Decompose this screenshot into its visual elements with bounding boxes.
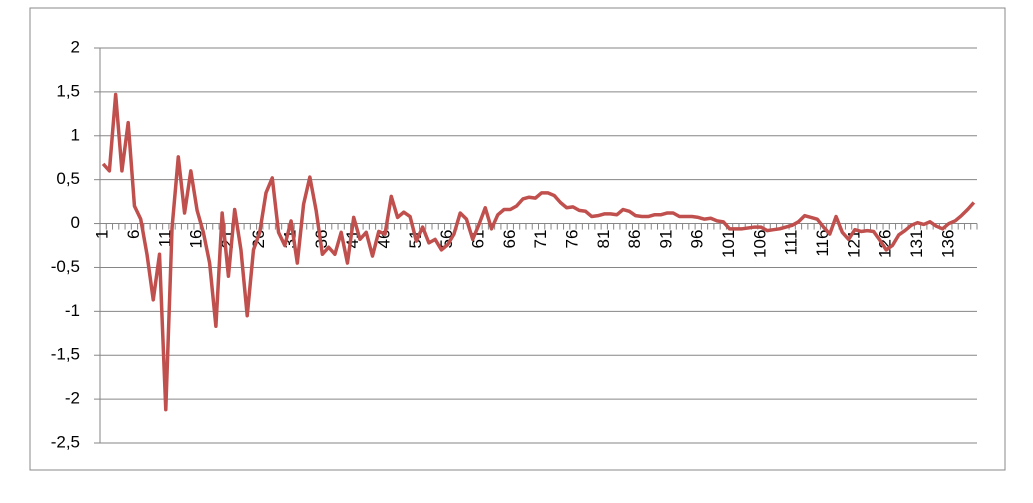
x-tick-label: 116 <box>813 230 832 257</box>
chart-border <box>29 7 1006 471</box>
y-tick-label: 1,5 <box>56 81 80 100</box>
x-tick-label: 81 <box>594 230 613 249</box>
x-tick-label: 86 <box>625 230 644 249</box>
x-tick-label: 76 <box>562 230 581 249</box>
y-tick-label: -2 <box>65 389 80 408</box>
y-tick-label: -2,5 <box>51 432 80 451</box>
data-line <box>101 92 976 412</box>
x-tick-label: 131 <box>907 230 926 258</box>
y-tick-label: 2 <box>71 37 80 56</box>
x-tick-label: 96 <box>688 230 707 249</box>
y-tick-label: 1 <box>71 125 80 144</box>
x-tick-label: 1 <box>93 230 112 239</box>
x-tick-label: 66 <box>500 230 519 249</box>
x-tick-label: 101 <box>719 230 738 258</box>
x-tick-label: 106 <box>750 230 769 258</box>
x-tick-label: 6 <box>124 230 143 239</box>
x-tick-label: 16 <box>187 230 206 249</box>
y-tick-label: 0,5 <box>56 169 80 188</box>
y-tick-label: -0,5 <box>51 257 80 276</box>
y-tick-label: 0 <box>71 213 80 232</box>
y-tick-label: -1 <box>65 301 80 320</box>
y-tick-label: -1,5 <box>51 345 80 364</box>
x-tick-label: 136 <box>938 230 957 258</box>
x-tick-label: 111 <box>782 230 801 256</box>
x-tick-label: 126 <box>876 230 895 258</box>
x-tick-label: 91 <box>656 230 675 249</box>
x-tick-label: 11 <box>155 230 174 248</box>
x-tick-label: 56 <box>437 230 456 249</box>
x-tick-label: 71 <box>531 230 550 249</box>
